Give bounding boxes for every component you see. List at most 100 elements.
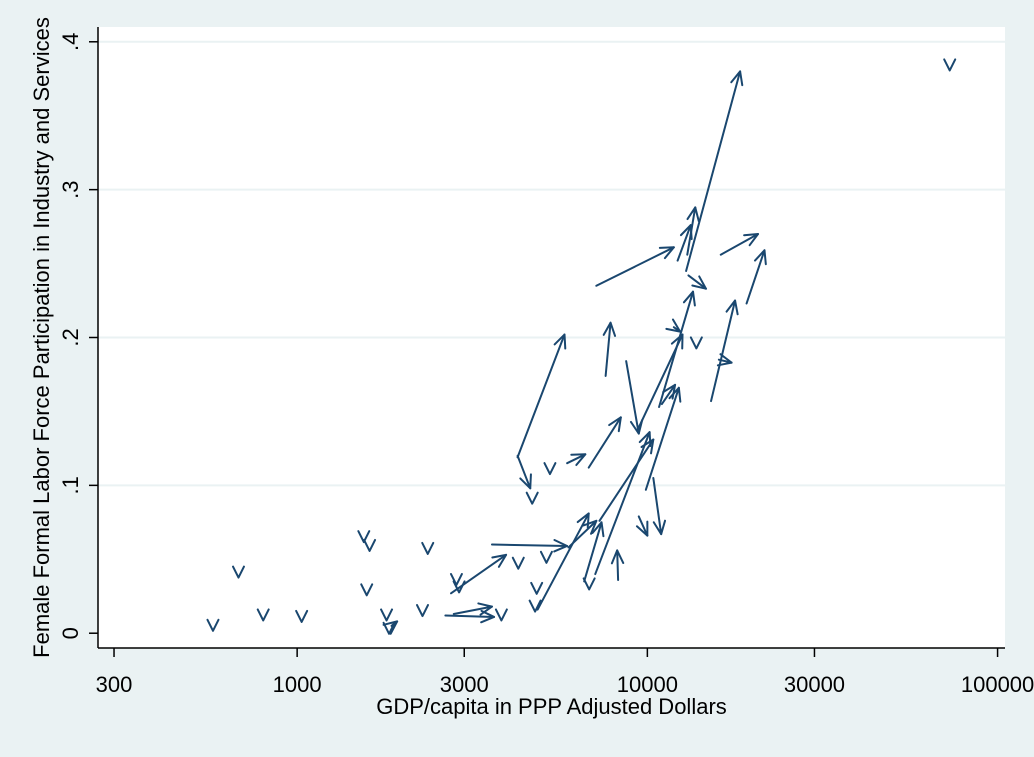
arrow — [685, 70, 744, 272]
arrow — [652, 476, 667, 536]
arrow-shaft — [595, 246, 675, 287]
arrow — [687, 274, 707, 290]
arrow — [567, 519, 598, 549]
arrow-head — [582, 519, 598, 535]
arrow-shaft — [660, 383, 677, 406]
arrow-head — [754, 249, 767, 266]
arrow — [516, 454, 532, 490]
arrow-shaft — [516, 333, 566, 459]
arrow-shaft — [686, 206, 697, 256]
arrow — [635, 515, 649, 537]
y-axis-title: Female Formal Labor Force Participation … — [29, 17, 54, 658]
arrow-shaft — [745, 249, 766, 305]
arrow — [566, 453, 587, 467]
arrow — [490, 539, 569, 553]
x-tick-label: 30000 — [784, 672, 845, 697]
arrow-shaft — [450, 553, 508, 595]
arrow-head — [640, 438, 655, 455]
gridlines — [98, 40, 1005, 487]
arrow-shaft — [490, 543, 569, 547]
arrow — [598, 438, 655, 522]
arrow — [444, 609, 496, 624]
point-marker — [689, 336, 703, 350]
point-marker — [452, 580, 466, 594]
arrow — [716, 353, 733, 367]
arrow — [610, 549, 625, 581]
arrow-head — [716, 353, 733, 367]
arrow — [665, 318, 682, 333]
point-marker — [528, 599, 542, 613]
arrow-shaft — [594, 431, 651, 576]
arrow — [719, 233, 760, 256]
arrow-head — [635, 520, 649, 537]
x-tick-label: 100000 — [961, 672, 1034, 697]
y-tick-label: .2 — [58, 328, 83, 346]
arrow-head — [665, 318, 682, 333]
arrow-head — [670, 333, 684, 350]
arrow-shaft — [583, 521, 603, 583]
arrow-shaft — [625, 360, 640, 435]
arrow-shaft — [536, 512, 590, 611]
arrow — [710, 299, 739, 403]
arrow-shaft — [598, 438, 655, 522]
arrow-shaft — [566, 453, 587, 465]
point-marker — [511, 556, 525, 570]
arrow — [583, 521, 605, 583]
arrow-shaft — [636, 333, 684, 431]
y-tick-label: .4 — [58, 33, 83, 51]
arrow-head — [553, 333, 567, 350]
arrow — [686, 206, 700, 256]
point-marker — [231, 565, 245, 579]
arrow-head — [658, 246, 675, 260]
arrow — [450, 553, 508, 595]
point-marker — [530, 581, 544, 595]
arrow — [636, 333, 684, 431]
arrow — [452, 602, 493, 616]
arrow — [602, 321, 617, 377]
point-marker — [582, 577, 596, 591]
point-marker — [363, 538, 377, 552]
arrow-head — [668, 386, 682, 403]
point-marker — [295, 609, 309, 623]
axes: 300 1000 3000 10000 30000 100000 0 .1 .2 .3 .4 — [58, 27, 1034, 697]
point-marker — [416, 604, 430, 618]
arrow-shaft — [644, 386, 680, 491]
y-tick-label: .1 — [58, 476, 83, 494]
arrow-shaft — [616, 549, 620, 581]
arrow-head — [652, 519, 667, 536]
arrows — [382, 70, 767, 635]
arrow-head — [602, 321, 617, 337]
arrow-shaft — [452, 605, 493, 615]
arrow — [595, 246, 675, 287]
point-marker — [360, 583, 374, 597]
arrow-shaft — [637, 515, 649, 537]
arrow-head — [570, 453, 587, 467]
point-marker — [494, 608, 508, 622]
arrow-head — [743, 233, 760, 247]
x-tick-label: 1000 — [273, 672, 322, 697]
point-marker — [206, 618, 220, 632]
x-axis-title: GDP/capita in PPP Adjusted Dollars — [376, 694, 727, 719]
arrow-head — [382, 620, 399, 635]
arrow-head — [477, 602, 493, 616]
point-marker — [943, 58, 957, 72]
arrow-head — [553, 539, 569, 553]
point-marker — [525, 491, 539, 505]
arrow — [516, 333, 567, 459]
arrow — [587, 416, 622, 469]
point-marker — [357, 530, 371, 544]
y-tick-label: .3 — [58, 180, 83, 198]
arrow-head — [691, 275, 707, 290]
arrow-head — [682, 290, 696, 307]
point-marker — [421, 541, 435, 555]
arrow-shaft — [710, 299, 737, 403]
arrow-shaft — [719, 233, 760, 256]
point-marker — [256, 608, 270, 622]
point-marker — [380, 608, 394, 622]
arrow-shaft — [685, 70, 742, 272]
point-marker — [382, 621, 396, 635]
y-tick-label: 0 — [58, 627, 83, 639]
arrow-shaft — [567, 519, 598, 549]
arrow-shaft — [676, 224, 692, 262]
